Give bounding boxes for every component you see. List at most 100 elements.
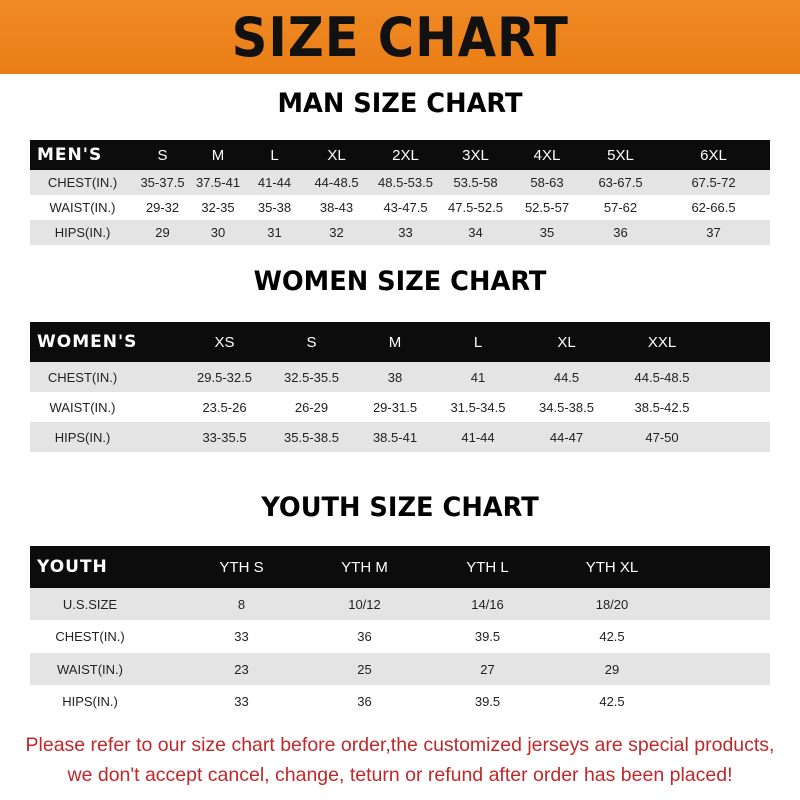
table-row: U.S.SIZE 8 10/12 14/16 18/20 — [30, 588, 770, 620]
table-row: HIPS(IN.) 29 30 31 32 33 34 35 36 37 — [30, 220, 770, 245]
measurement-cell: 39.5 — [474, 629, 501, 644]
measurement-cell: 36 — [613, 225, 628, 240]
measurement-cell: 35-38 — [257, 200, 292, 215]
row-label-cell: WAIST(IN.) — [57, 661, 123, 677]
measurement-cell: 47.5-52.5 — [448, 200, 503, 215]
size-header-cell: YTH XL — [585, 558, 639, 576]
size-header-cell: XL — [327, 146, 346, 164]
size-header-cell: 6XL — [700, 146, 727, 164]
measurement-cell: 43-47.5 — [383, 200, 428, 215]
row-label-cell: HIPS(IN.) — [62, 694, 118, 709]
measurement-cell: 14/16 — [471, 596, 504, 612]
measurement-cell: 18/20 — [595, 596, 629, 612]
measurement-cell: 33 — [398, 225, 413, 240]
row-label-cell: CHEST(IN.) — [55, 629, 125, 644]
measurement-cell: 32.5-35.5 — [284, 369, 339, 385]
table-row: HIPS(IN.) 33 36 39.5 42.5 — [30, 685, 770, 718]
measurement-cell: 41-44 — [461, 429, 495, 445]
table-title-cell: MEN'S — [37, 145, 103, 165]
men-section-title: MAN SIZE CHART — [277, 88, 523, 119]
size-header-cell: L — [473, 333, 483, 351]
measurement-cell: 44-47 — [549, 429, 584, 445]
size-header-cell: YTH L — [466, 558, 509, 576]
measurement-cell: 23.5-26 — [202, 399, 247, 415]
row-label-cell: CHEST(IN.) — [47, 369, 118, 385]
notice-line-1: Please refer to our size chart before or… — [25, 734, 775, 756]
table-title-cell: YOUTH — [37, 557, 108, 577]
measurement-cell: 27 — [480, 661, 495, 677]
measurement-cell: 58-63 — [530, 175, 564, 190]
measurement-cell: 36 — [357, 694, 372, 709]
size-header-cell: YTH S — [219, 558, 264, 576]
women-size-table: WOMEN'S XS S M L XL XXL CHEST(IN.) 29.5-32.5 32.5… — [30, 322, 770, 452]
measurement-cell: 34.5-38.5 — [539, 399, 594, 415]
measurement-cell: 38-43 — [319, 200, 354, 215]
measurement-cell: 53.5-58 — [453, 175, 498, 190]
table-row: CHEST(IN.) 33 36 39.5 42.5 — [30, 620, 770, 653]
measurement-cell: 31 — [267, 225, 282, 240]
men-size-table: MEN'S S M L XL 2XL 3XL 4XL 5XL 6XL CHEST(IN.) 35-37… — [30, 140, 770, 245]
measurement-cell: 33 — [234, 694, 249, 709]
measurement-cell: 29-32 — [145, 200, 180, 215]
row-label-cell: HIPS(IN.) — [54, 225, 111, 240]
measurement-cell: 41 — [470, 369, 486, 385]
measurement-cell: 35.5-38.5 — [284, 429, 339, 445]
measurement-cell: 29-31.5 — [372, 399, 418, 415]
measurement-cell: 47-50 — [645, 429, 679, 445]
measurement-cell: 29 — [604, 661, 620, 677]
table-header-row: WOMEN'S XS S M L XL XXL — [30, 322, 770, 362]
measurement-cell: 57-62 — [603, 200, 638, 215]
measurement-cell: 48.5-53.5 — [378, 175, 433, 190]
table-row: WAIST(IN.) 29-32 32-35 35-38 38-43 43-47.5 47.… — [30, 195, 770, 220]
size-header-cell: YTH M — [341, 558, 388, 576]
size-header-cell: 4XL — [533, 146, 561, 164]
measurement-cell: 33-35.5 — [202, 429, 247, 445]
measurement-cell: 38.5-42.5 — [634, 399, 690, 415]
measurement-cell: 38 — [387, 369, 403, 385]
size-header-cell: M — [388, 333, 402, 351]
row-label-cell: HIPS(IN.) — [54, 429, 111, 445]
table-header-row: YOUTH YTH S YTH M YTH L YTH XL — [30, 546, 770, 588]
measurement-cell: 44.5 — [553, 369, 580, 385]
row-label-cell: CHEST(IN.) — [47, 175, 118, 190]
measurement-cell: 29.5-32.5 — [197, 369, 252, 385]
measurement-cell: 8 — [237, 596, 246, 612]
measurement-cell: 34 — [468, 225, 483, 240]
table-row: WAIST(IN.) 23 25 27 29 — [30, 653, 770, 685]
size-header-cell: XL — [557, 333, 576, 351]
size-header-cell: XXL — [647, 333, 677, 351]
youth-section-title: YOUTH SIZE CHART — [261, 492, 539, 523]
measurement-cell: 39.5 — [474, 694, 501, 709]
measurement-cell: 29 — [155, 225, 170, 240]
size-header-cell: S — [306, 333, 317, 351]
size-header-cell: M — [211, 146, 225, 164]
measurement-cell: 31.5-34.5 — [450, 399, 506, 415]
table-row: WAIST(IN.) 23.5-26 26-29 29-31.5 31.5-34.5 34… — [30, 392, 770, 422]
size-header-cell: L — [270, 146, 279, 164]
size-header-cell: XS — [214, 333, 235, 351]
measurement-cell: 37.5-41 — [195, 175, 241, 190]
measurement-cell: 44.5-48.5 — [634, 369, 690, 385]
measurement-cell: 30 — [210, 225, 226, 240]
measurement-cell: 37 — [706, 225, 721, 240]
measurement-cell: 63-67.5 — [598, 175, 643, 190]
measurement-cell: 42.5 — [599, 629, 625, 644]
page-title: SIZE CHART — [231, 5, 569, 69]
table-row: CHEST(IN.) 35-37.5 37.5-41 41-44 44-48.5 48.5… — [30, 170, 770, 195]
size-header-cell: 2XL — [392, 146, 419, 164]
notice-line-2: we don't accept cancel, change, teturn o… — [67, 764, 733, 786]
size-header-cell: S — [157, 146, 168, 164]
measurement-cell: 25 — [357, 661, 372, 677]
size-header-cell: 5XL — [607, 146, 634, 164]
table-row: CHEST(IN.) 29.5-32.5 32.5-35.5 38 41 44.5 44.5… — [30, 362, 770, 392]
measurement-cell: 52.5-57 — [524, 200, 570, 215]
table-title-cell: WOMEN'S — [37, 332, 138, 352]
measurement-cell: 44-48.5 — [314, 175, 359, 190]
row-label-cell: WAIST(IN.) — [49, 200, 116, 215]
table-row: HIPS(IN.) 33-35.5 35.5-38.5 38.5-41 41-44 44-… — [30, 422, 770, 452]
women-section-title: WOMEN SIZE CHART — [253, 266, 547, 297]
measurement-cell: 26-29 — [294, 399, 329, 415]
table-header-row: MEN'S S M L XL 2XL 3XL 4XL 5XL 6XL — [30, 140, 770, 170]
measurement-cell: 62-66.5 — [691, 200, 736, 215]
measurement-cell: 32-35 — [201, 200, 235, 215]
